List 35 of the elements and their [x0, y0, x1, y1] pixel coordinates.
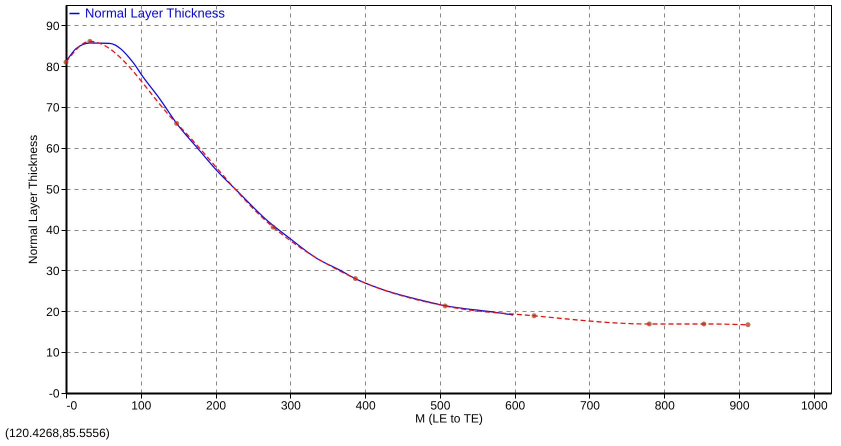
point	[701, 321, 706, 326]
x-tick-label: 300	[280, 398, 302, 412]
point	[64, 60, 68, 65]
y-tick-label: 70	[46, 100, 60, 115]
point	[532, 313, 537, 318]
x-tick-label: 900	[730, 398, 750, 412]
y-tick-label: 90	[46, 18, 60, 33]
x-tick-label: 600	[505, 398, 526, 412]
y-tick-label: 60	[46, 141, 60, 156]
point	[745, 322, 750, 328]
y-tick-label: 50	[46, 182, 60, 196]
point	[442, 304, 448, 308]
x-axis-title: M (LE to TE)	[415, 412, 483, 426]
point	[87, 38, 92, 44]
x-tick-label: 1000	[800, 398, 828, 412]
x-tick-label: 200	[206, 398, 226, 412]
point	[270, 224, 276, 230]
legend-label: Normal Layer Thickness	[85, 6, 226, 20]
y-tick-label: 10	[46, 346, 60, 360]
point	[174, 120, 180, 126]
y-tick-label: 80	[46, 60, 60, 74]
point	[352, 276, 358, 282]
y-tick-label: 40	[46, 223, 60, 238]
x-tick-label: -0	[66, 398, 78, 412]
x-tick-label: 500	[430, 398, 451, 412]
point	[646, 321, 652, 326]
y-tick-label: -0	[48, 386, 60, 400]
y-axis-title: Normal Layer Thickness	[26, 134, 40, 264]
x-tick-label: 800	[654, 398, 676, 412]
y-tick-label: 30	[46, 264, 60, 278]
y-tick-label: 20	[46, 304, 60, 319]
x-tick-label: 400	[356, 398, 376, 412]
text: (120.4268,85.5556)	[5, 426, 110, 440]
x-tick-label: 100	[131, 398, 152, 412]
x-tick-label: 700	[580, 398, 600, 412]
